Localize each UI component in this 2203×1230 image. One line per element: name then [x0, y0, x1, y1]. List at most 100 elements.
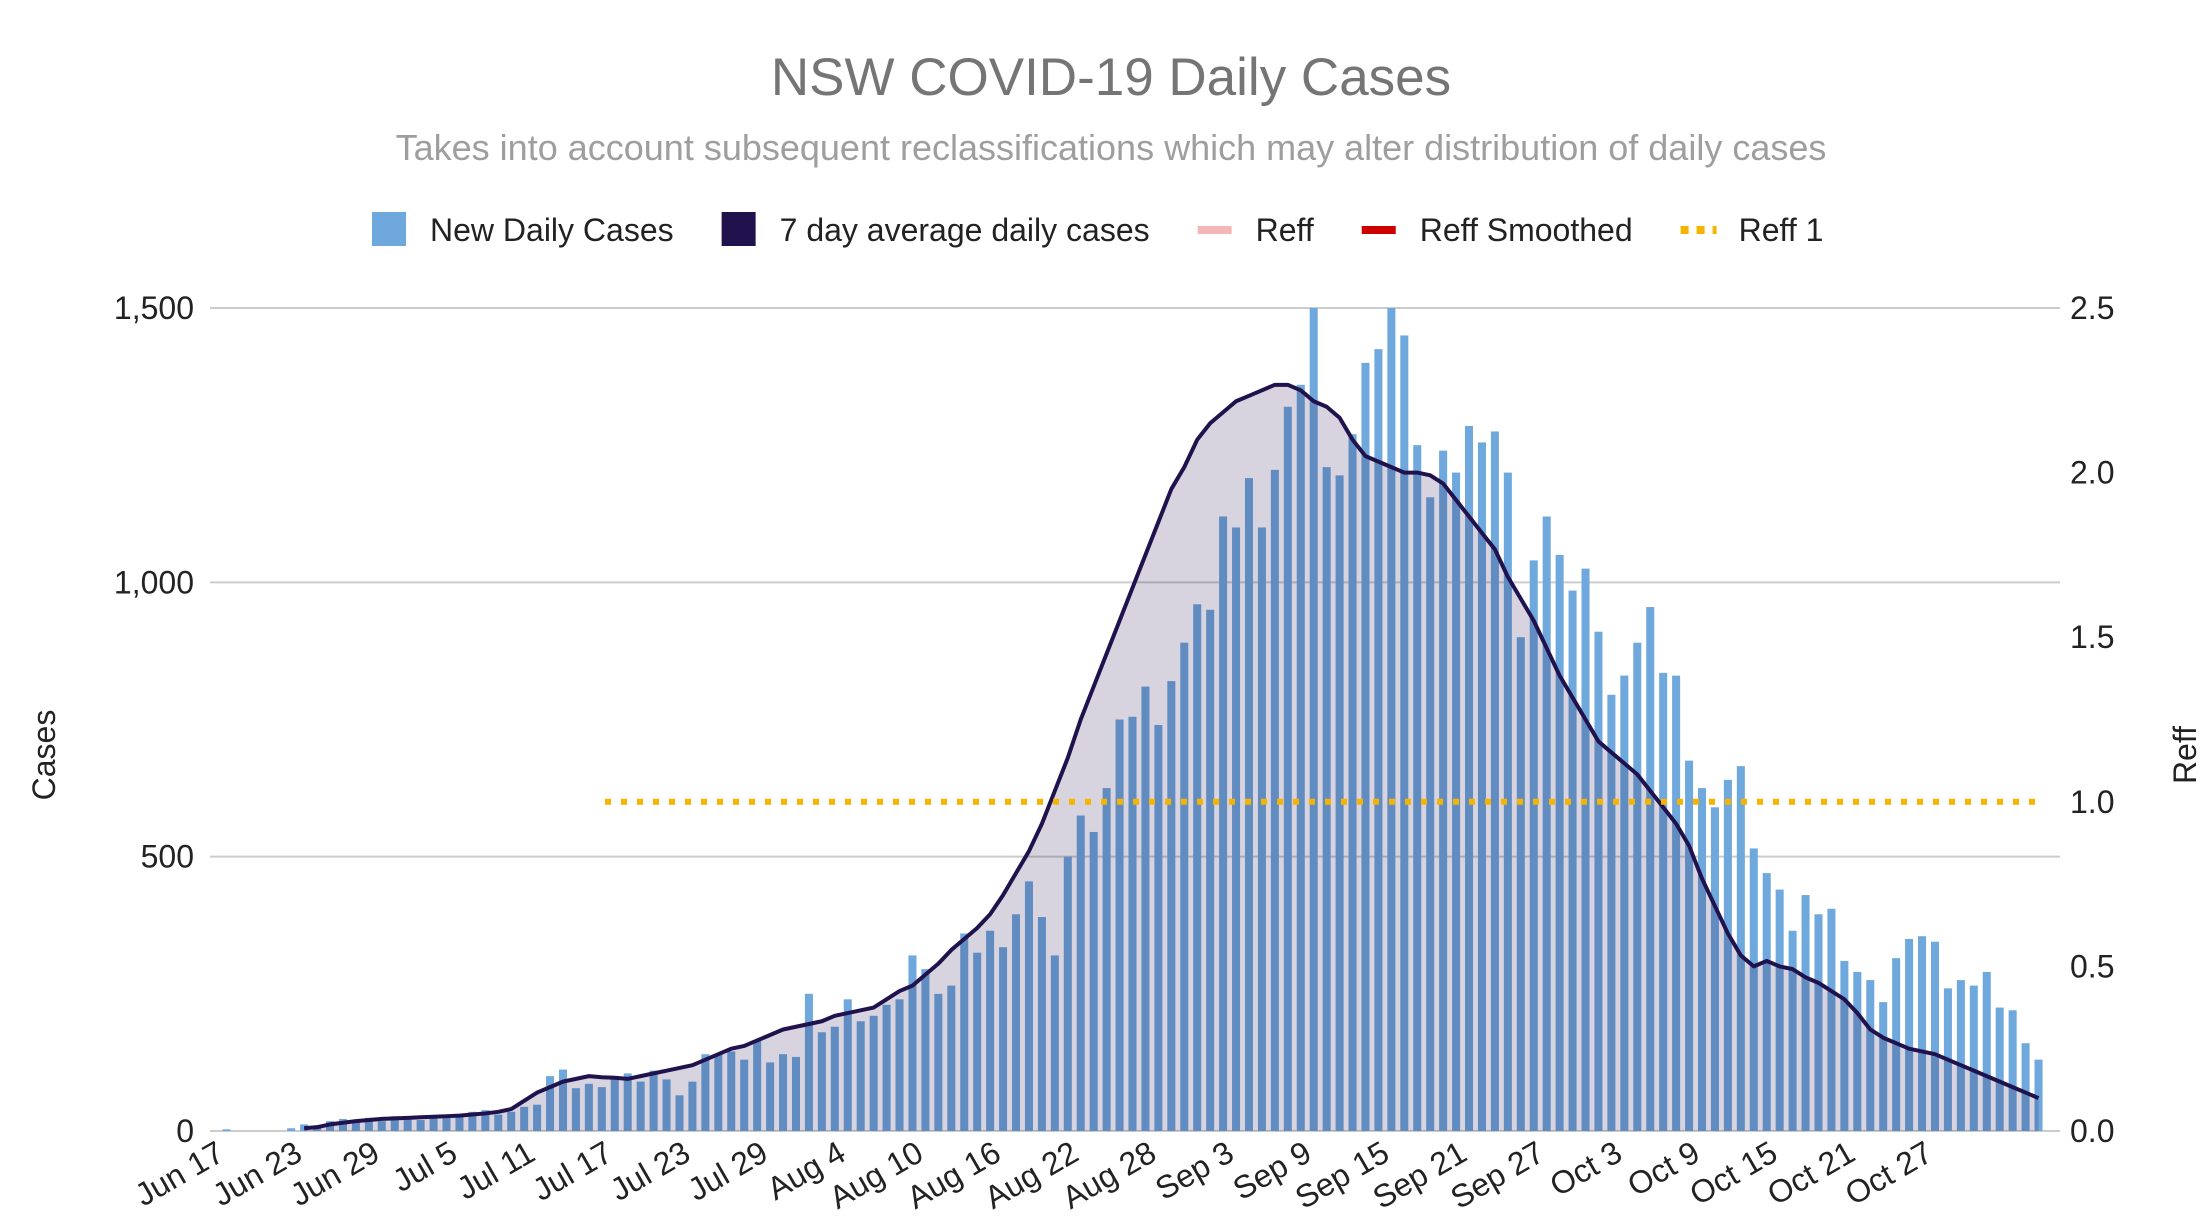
- case-bar: [830, 1026, 839, 1131]
- case-bar: [403, 1118, 412, 1131]
- legend-swatch: [1197, 226, 1232, 234]
- chart-legend: New Daily Cases 7 day average daily cases…: [372, 212, 1823, 248]
- case-bar: [766, 1062, 775, 1131]
- y-tick-label: 0: [176, 1113, 194, 1149]
- y2-tick-label: 0.0: [2070, 1113, 2114, 1149]
- case-bar: [1646, 607, 1655, 1131]
- case-bar: [597, 1087, 606, 1131]
- legend-swatch: [372, 212, 406, 246]
- legend-item: Reff: [1197, 212, 1314, 248]
- legend-swatch: [1361, 226, 1396, 234]
- chart-title: NSW COVID-19 Daily Cases: [771, 48, 1451, 107]
- x-tick-label: Jul 5: [386, 1134, 463, 1199]
- case-bar: [856, 1021, 865, 1131]
- case-bar: [1011, 914, 1021, 1131]
- case-bar: [1568, 590, 1577, 1131]
- case-bar: [1296, 384, 1305, 1131]
- legend-item: 7 day average daily cases: [721, 212, 1150, 248]
- case-bar: [1193, 604, 1202, 1131]
- x-tick-label: Sep 3: [1149, 1134, 1239, 1207]
- case-bar: [999, 947, 1008, 1131]
- daily-case-bars: [222, 308, 2043, 1132]
- case-bar: [947, 985, 956, 1131]
- case-bar: [973, 952, 982, 1131]
- avg-line: [303, 382, 2040, 1131]
- case-bar: [1969, 985, 1978, 1131]
- case-bar: [520, 1106, 529, 1131]
- case-bar: [481, 1110, 490, 1131]
- case-bar: [1956, 980, 1965, 1131]
- case-bar: [753, 1040, 762, 1131]
- legend-label: Reff Smoothed: [1420, 212, 1633, 248]
- case-bar: [1283, 406, 1292, 1131]
- case-bar: [779, 1054, 788, 1131]
- case-bar: [1309, 308, 1318, 1131]
- y2-tick-label: 1.5: [2070, 619, 2114, 655]
- case-bar: [2021, 1043, 2030, 1131]
- case-bar: [1270, 469, 1279, 1131]
- case-bar: [1736, 766, 1745, 1131]
- case-bar: [1995, 1007, 2004, 1131]
- case-bar: [791, 1056, 800, 1131]
- case-bar: [1439, 450, 1448, 1131]
- case-bar: [468, 1111, 477, 1131]
- x-tick-label: Jun 29: [284, 1134, 385, 1213]
- case-bar: [1477, 442, 1486, 1131]
- x-tick-label: Jul 29: [682, 1134, 774, 1208]
- case-bar: [338, 1118, 347, 1131]
- case-bar: [1749, 848, 1758, 1131]
- case-bar: [1982, 971, 1991, 1131]
- case-bar: [662, 1079, 671, 1131]
- case-bar: [1024, 881, 1033, 1131]
- case-bar: [1115, 719, 1124, 1131]
- case-bar: [623, 1073, 632, 1131]
- case-bar: [934, 993, 943, 1131]
- x-tick-label: Jul 11: [451, 1134, 541, 1207]
- x-tick-label: Oct 21: [1761, 1134, 1861, 1212]
- case-bar: [571, 1088, 580, 1131]
- case-bar: [1918, 936, 1927, 1131]
- case-bar: [1762, 873, 1771, 1131]
- case-bar: [1413, 445, 1422, 1132]
- case-bar: [416, 1120, 425, 1131]
- case-bar: [1490, 431, 1499, 1131]
- chart-subtitle: Takes into account subsequent reclassifi…: [396, 127, 1827, 168]
- case-bar: [1335, 475, 1344, 1131]
- case-bar: [1387, 308, 1396, 1131]
- case-bar: [377, 1121, 386, 1131]
- case-bar: [1775, 889, 1784, 1131]
- case-bar: [701, 1054, 710, 1131]
- case-bar: [1827, 908, 1836, 1131]
- case-bar: [843, 999, 852, 1131]
- case-bar: [429, 1115, 438, 1131]
- case-bar: [1348, 434, 1357, 1131]
- legend-label: New Daily Cases: [430, 212, 674, 248]
- y-axis-title: Cases: [26, 710, 62, 801]
- case-bar: [1607, 694, 1616, 1131]
- case-bar: [1672, 675, 1681, 1131]
- case-bar: [960, 933, 969, 1131]
- case-bar: [817, 1032, 826, 1131]
- case-bar: [804, 993, 813, 1131]
- case-bar: [1465, 425, 1474, 1131]
- y-tick-label: 1,000: [114, 564, 194, 600]
- case-bar: [558, 1069, 568, 1131]
- case-bar: [727, 1051, 736, 1131]
- case-bar: [921, 969, 930, 1131]
- case-bar: [610, 1076, 619, 1131]
- case-bar: [1180, 642, 1189, 1131]
- legend-swatch: [721, 212, 756, 246]
- case-bar: [1853, 971, 1862, 1131]
- x-tick-label: Oct 27: [1839, 1134, 1939, 1212]
- case-bar: [1154, 724, 1163, 1131]
- case-bar: [675, 1095, 684, 1131]
- case-bar: [222, 1129, 231, 1131]
- x-tick-label: Oct 3: [1544, 1134, 1628, 1203]
- case-bar: [533, 1104, 542, 1131]
- case-bar: [1102, 788, 1111, 1131]
- case-bar: [1555, 554, 1564, 1131]
- legend-label: Reff 1: [1739, 212, 1824, 248]
- case-bar: [1788, 930, 1797, 1131]
- case-bar: [1206, 609, 1215, 1131]
